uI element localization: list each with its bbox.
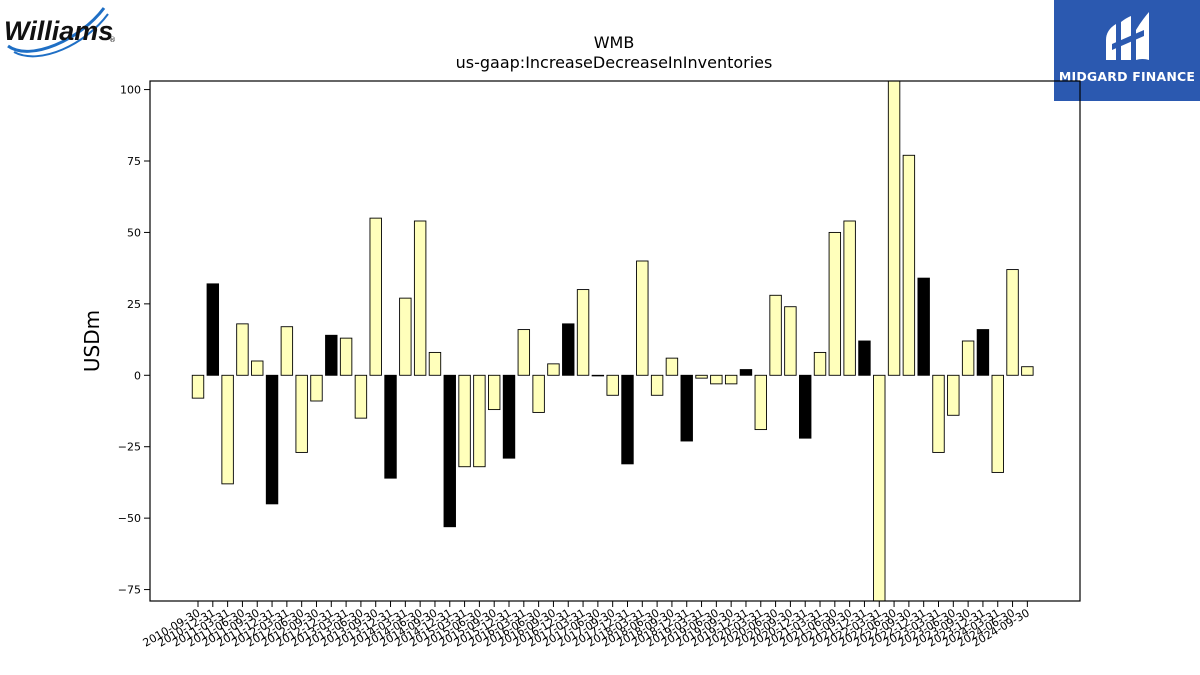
bar-2013-09-30 [369,217,382,376]
bar-2019-12-31 [739,369,753,376]
bar-2021-12-31 [858,340,871,376]
bar-2020-06-30 [769,294,782,376]
bar-2018-12-31 [680,374,693,442]
y-tick-label: 50 [127,226,141,239]
bar-2016-12-31 [562,323,575,376]
bar-2023-03-31 [932,374,945,453]
bar-2015-12-31 [502,374,516,459]
bar-2011-06-30 [236,323,249,376]
bar-2019-09-30 [724,374,738,385]
plot-frame [149,80,1081,602]
bar-2024-06-30 [1006,269,1019,376]
svg-text:®: ® [109,36,116,44]
bars-group [191,80,1034,602]
y-tick-label: −25 [118,441,141,454]
bar-2011-09-30 [251,360,264,376]
bar-2012-06-30 [295,374,308,453]
bar-2021-03-31 [813,351,827,376]
y-axis-ticks: −75 −50 −25 0 25 50 75 100 [118,84,150,597]
williams-logo: Williams ® [0,0,120,70]
bar-2022-12-31 [917,277,930,376]
bar-2021-09-30 [843,220,856,376]
midgard-finance-wordmark: MIDGARD FINANCE [1058,69,1196,84]
bar-2016-03-31 [517,329,531,376]
bar-2023-06-30 [947,374,960,416]
bar-2016-09-30 [547,363,560,376]
bar-2011-12-31 [265,374,279,505]
bar-2015-03-31 [458,374,471,468]
williams-wordmark: Williams [4,16,113,46]
bar-2019-06-30 [710,374,723,385]
bar-2016-06-30 [532,374,545,413]
bar-2010-12-31 [206,283,220,376]
bar-2019-03-31 [695,374,708,379]
bar-2020-12-31 [799,374,812,439]
bar-2020-03-31 [754,374,767,431]
y-tick-label: 25 [127,298,141,311]
bar-2024-09-30 [1021,366,1034,376]
bar-2018-06-30 [650,374,664,396]
x-axis-ticks: 2010-09-302010-12-312011-03-312011-06-30… [141,601,1032,650]
bar-2015-06-30 [473,374,486,468]
y-axis-label: USDm [80,310,104,372]
bar-2014-03-31 [399,297,412,376]
bar-2017-12-31 [621,374,634,465]
bar-2017-09-30 [606,374,619,396]
midgard-finance-logo: MIDGARD FINANCE [1054,0,1200,101]
bar-2024-03-31 [991,374,1004,473]
bar-2012-12-31 [325,334,338,376]
bar-2017-06-30 [591,374,605,377]
y-tick-label: 100 [120,84,141,97]
bar-2015-09-30 [488,374,501,411]
bar-2012-09-30 [310,374,323,402]
bar-2013-03-31 [339,337,353,376]
y-tick-label: −50 [118,512,141,525]
bar-2022-09-30 [902,154,916,376]
bar-2013-12-31 [384,374,397,479]
y-tick-label: 75 [127,155,141,168]
bar-2021-06-30 [828,231,842,376]
bar-2018-03-31 [636,260,649,376]
y-tick-label: 0 [134,369,141,382]
bar-2022-06-30 [887,80,901,376]
bar-2013-06-30 [354,374,368,419]
y-tick-label: −75 [118,584,141,597]
bar-2023-09-30 [961,340,975,376]
bar-2010-09-30 [191,374,205,399]
chart-subtitle: us-gaap:IncreaseDecreaseInInventories [456,53,773,72]
bar-2012-03-31 [280,326,294,376]
bar-2020-09-30 [784,306,797,376]
bar-2014-12-31 [443,374,456,528]
bar-2011-03-31 [221,374,234,485]
bar-2014-09-30 [428,351,442,376]
bar-2023-12-31 [976,329,990,376]
bar-2014-06-30 [413,220,427,376]
bar-2018-09-30 [665,357,679,376]
chart-title: WMB [594,33,635,52]
bar-2017-03-31 [576,289,590,376]
bar-2022-03-31 [873,374,886,602]
